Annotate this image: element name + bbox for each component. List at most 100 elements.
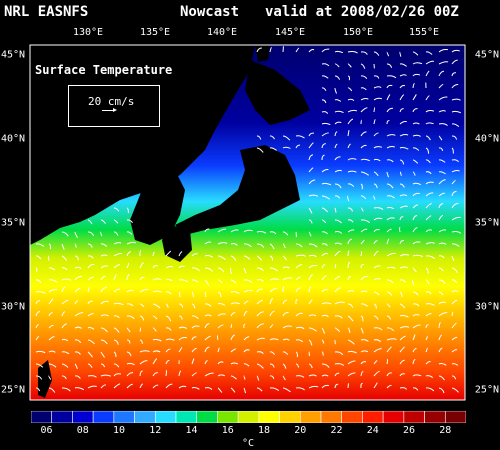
current-vector (269, 363, 275, 368)
current-vector (438, 83, 444, 89)
current-vector (35, 375, 43, 380)
current-vector (126, 262, 130, 269)
current-vector (438, 96, 448, 101)
current-vector (360, 207, 364, 212)
current-vector (438, 255, 445, 259)
current-vector (139, 350, 150, 353)
current-vector (425, 279, 430, 285)
colorbar-swatch (320, 411, 343, 423)
current-vector (399, 266, 409, 269)
colorbar-unit: °C (242, 438, 255, 449)
current-vector (191, 279, 199, 283)
current-vector (295, 298, 298, 305)
current-vector (113, 274, 117, 281)
current-vector (438, 179, 446, 185)
current-vector (152, 384, 159, 389)
current-vector (334, 315, 343, 319)
current-vector (100, 286, 108, 293)
current-vector (425, 171, 432, 175)
current-vector (438, 135, 443, 141)
current-vector (425, 229, 433, 233)
current-vector (373, 195, 376, 200)
current-vector (308, 167, 314, 173)
current-vector (48, 289, 58, 293)
current-vector (399, 279, 406, 283)
current-vector (399, 94, 405, 101)
current-vector (386, 75, 397, 79)
current-vector (386, 183, 394, 189)
current-vector (295, 264, 303, 269)
lat-label-40-right: 40°N (474, 133, 499, 145)
current-vector (334, 63, 340, 68)
current-vector (438, 334, 443, 341)
current-vector (451, 216, 461, 221)
colorbar-swatch (444, 411, 466, 423)
current-vector (412, 358, 416, 365)
current-vector (399, 291, 403, 297)
colorbar-swatch (424, 411, 446, 423)
current-vector (126, 362, 135, 366)
current-vector (100, 351, 105, 358)
current-vector (48, 324, 54, 329)
current-vector (321, 169, 329, 173)
current-vector (347, 158, 357, 161)
current-vector (191, 291, 194, 298)
current-vector (152, 358, 158, 365)
current-vector (308, 265, 318, 269)
lon-label-135: 135°E (139, 27, 171, 38)
current-vector (165, 250, 172, 257)
current-vector (373, 315, 379, 320)
current-vector (152, 372, 158, 377)
current-vector (217, 303, 226, 306)
current-vector (438, 147, 444, 152)
current-vector (269, 267, 279, 272)
current-vector (451, 110, 462, 114)
current-vector (412, 171, 416, 176)
current-vector (399, 254, 410, 257)
current-vector (412, 182, 421, 186)
current-vector (230, 229, 239, 233)
current-vector (256, 387, 263, 392)
current-vector (48, 350, 56, 353)
current-vector (360, 239, 365, 245)
current-vector (425, 335, 428, 341)
land-japan-hokkaido (245, 60, 310, 125)
current-vector (243, 300, 249, 305)
current-vector (87, 276, 94, 281)
current-vector (308, 374, 317, 377)
current-vector (308, 231, 312, 237)
current-vector (373, 119, 376, 125)
current-vector (139, 288, 149, 293)
current-vector (360, 87, 367, 91)
current-vector (48, 267, 56, 271)
lat-label-35-right: 35°N (474, 217, 499, 229)
current-vector (282, 363, 287, 369)
current-vector (321, 122, 331, 126)
current-vector (178, 291, 181, 298)
current-vector (373, 291, 380, 296)
current-vector (347, 261, 351, 269)
current-vector (321, 231, 328, 235)
current-vector (87, 231, 94, 237)
current-vector (61, 243, 65, 250)
colorbar-tick-label: 20 (294, 425, 307, 436)
current-vector (165, 303, 169, 308)
current-vector (425, 51, 433, 55)
current-vector (230, 267, 232, 275)
current-vector (269, 243, 275, 250)
current-vector (295, 375, 305, 378)
current-vector (217, 313, 226, 317)
current-vector (386, 120, 390, 125)
current-vector (451, 363, 459, 366)
current-vector (321, 48, 330, 53)
current-vector (321, 63, 330, 67)
colorbar-tick-label: 10 (113, 425, 126, 436)
current-vector (282, 312, 289, 317)
current-vector (256, 351, 264, 355)
velocity-scale-arrow-icon (102, 108, 117, 112)
current-vector (386, 266, 396, 269)
current-vector (360, 275, 369, 281)
current-vector (269, 351, 275, 355)
current-vector (113, 302, 124, 306)
current-vector (360, 382, 363, 389)
